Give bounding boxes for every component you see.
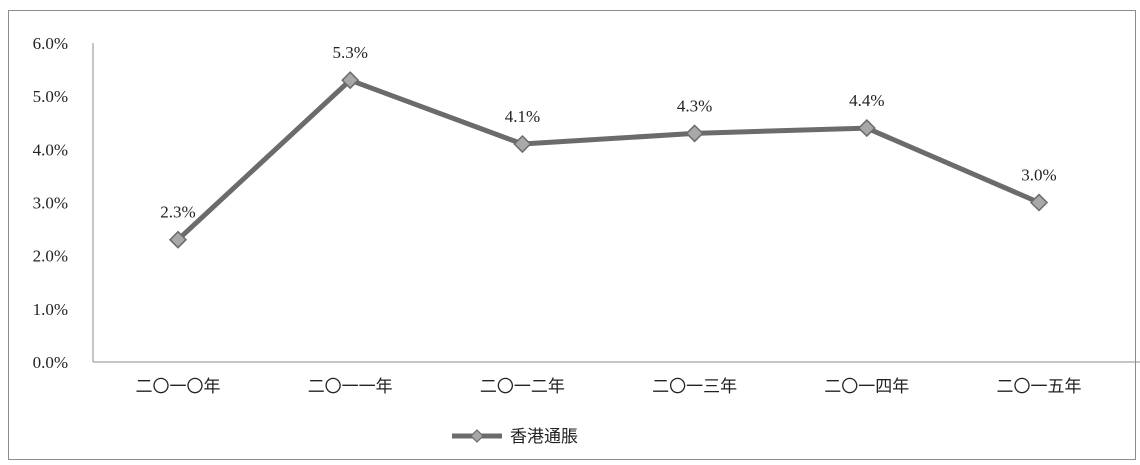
- chart-frame: [8, 10, 1136, 460]
- data-label: 4.4%: [849, 91, 884, 110]
- data-point-marker: [685, 124, 704, 143]
- data-label: 4.3%: [677, 96, 712, 115]
- data-point-marker: [1029, 193, 1049, 212]
- legend-label: 香港通脹: [510, 427, 578, 446]
- x-tick-label: 二〇一三年: [652, 377, 737, 396]
- x-tick-label: 二〇一四年: [824, 377, 909, 396]
- y-tick-label: 5.0%: [33, 87, 68, 106]
- data-point-marker: [513, 134, 532, 154]
- legend-marker-swatch: [470, 429, 484, 443]
- data-point-marker: [341, 71, 360, 90]
- data-label: 3.0%: [1021, 166, 1056, 185]
- data-labels: 2.3% 5.3% 4.1% 4.3% 4.4% 3.0%: [160, 43, 1056, 222]
- y-tick-label: 1.0%: [33, 300, 68, 319]
- data-label: 5.3%: [332, 43, 367, 62]
- data-point-marker: [168, 230, 188, 249]
- y-tick-label: 6.0%: [33, 34, 68, 53]
- x-axis: 二〇一〇年 二〇一一年 二〇一二年 二〇一三年 二〇一四年 二〇一五年: [93, 361, 1140, 396]
- x-tick-label: 二〇一五年: [997, 377, 1082, 396]
- y-tick-label: 2.0%: [33, 247, 68, 266]
- series-layer: [168, 71, 1049, 249]
- x-tick-label: 二〇一〇年: [136, 377, 221, 396]
- x-tick-label: 二〇一二年: [480, 377, 565, 396]
- y-axis: 0.0% 1.0% 2.0% 3.0% 4.0% 5.0% 6.0%: [33, 34, 94, 372]
- data-point-marker: [857, 119, 876, 138]
- legend: 香港通脹: [452, 427, 578, 446]
- data-label: 2.3%: [160, 203, 195, 222]
- data-label: 4.1%: [505, 107, 540, 126]
- y-tick-label: 0.0%: [33, 353, 68, 372]
- series-line: [176, 77, 1040, 242]
- x-tick-label: 二〇一一年: [308, 377, 393, 396]
- y-tick-label: 3.0%: [33, 194, 68, 213]
- y-tick-label: 4.0%: [33, 140, 68, 159]
